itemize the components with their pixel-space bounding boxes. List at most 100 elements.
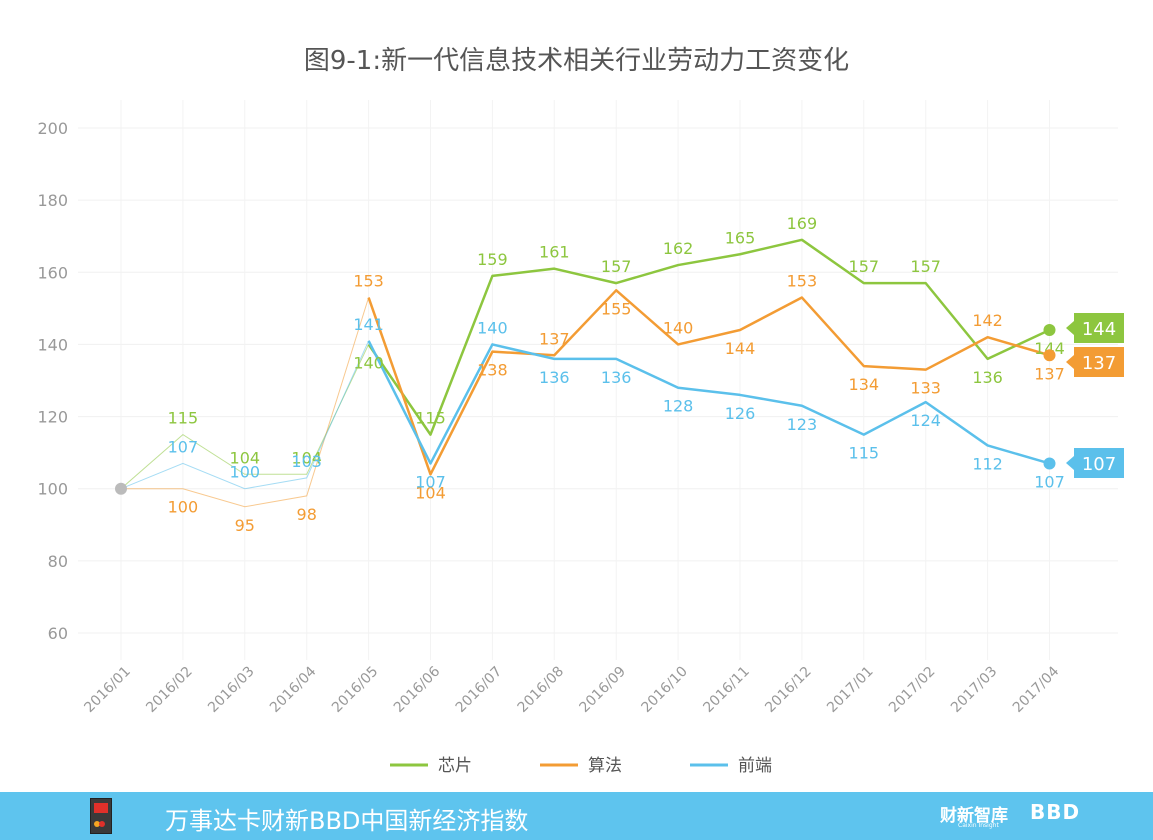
legend-label: 前端 bbox=[738, 756, 772, 776]
legend-label: 芯片 bbox=[438, 756, 472, 776]
data-label: 107 bbox=[415, 472, 446, 491]
x-tick-label: 2017/02 bbox=[886, 664, 938, 716]
nei-logo-icon bbox=[90, 798, 112, 834]
series-lines bbox=[120, 238, 1051, 508]
series-line-2 bbox=[367, 340, 1050, 465]
footer-bar: 万事达卡财新BBD中国新经济指数 财新智库 Caixin Insight BBD bbox=[0, 792, 1153, 840]
end-label-box bbox=[1066, 347, 1124, 377]
x-tick-label: 2016/01 bbox=[81, 664, 133, 716]
data-label: 100 bbox=[230, 463, 261, 482]
data-label: 165 bbox=[725, 228, 756, 247]
data-label: 98 bbox=[297, 505, 317, 524]
y-tick-label: 100 bbox=[37, 480, 68, 499]
data-label: 115 bbox=[168, 409, 199, 428]
data-label: 162 bbox=[663, 239, 694, 258]
x-tick-label: 2016/08 bbox=[515, 664, 567, 716]
data-label: 128 bbox=[663, 397, 694, 416]
data-label: 133 bbox=[910, 379, 941, 398]
x-tick-label: 2016/06 bbox=[391, 663, 444, 716]
data-label: 107 bbox=[168, 437, 199, 456]
y-tick-label: 180 bbox=[37, 191, 68, 210]
x-tick-label: 2016/05 bbox=[329, 664, 381, 716]
data-label: 157 bbox=[601, 257, 632, 276]
data-label: 107 bbox=[1034, 472, 1065, 491]
data-label: 124 bbox=[910, 411, 941, 430]
end-value-label: 107 bbox=[1082, 454, 1116, 475]
data-label: 169 bbox=[787, 214, 818, 233]
caixin-insight-subtitle: Caixin Insight bbox=[958, 822, 999, 829]
series-line-1 bbox=[367, 289, 1050, 476]
x-tick-label: 2016/10 bbox=[638, 664, 690, 716]
data-label: 155 bbox=[601, 299, 632, 318]
data-label: 136 bbox=[972, 368, 1003, 387]
y-tick-label: 200 bbox=[37, 119, 68, 138]
data-label: 100 bbox=[168, 498, 199, 517]
data-label: 136 bbox=[601, 368, 632, 387]
y-axis: 60 80 100 120 140 160 180 200 bbox=[37, 119, 68, 643]
data-label: 153 bbox=[787, 272, 818, 291]
data-label: 112 bbox=[972, 454, 1003, 473]
x-tick-label: 2016/11 bbox=[700, 664, 752, 716]
end-value-label: 144 bbox=[1082, 319, 1116, 340]
y-tick-label: 120 bbox=[37, 408, 68, 427]
data-label: 104 bbox=[415, 483, 446, 502]
data-label: 115 bbox=[415, 409, 446, 428]
end-value-label: 137 bbox=[1082, 353, 1116, 374]
data-label: 144 bbox=[725, 339, 756, 358]
series-line-thin-1 bbox=[121, 297, 370, 508]
data-label: 95 bbox=[235, 516, 255, 535]
x-tick-label: 2016/07 bbox=[453, 664, 505, 716]
end-label-box bbox=[1066, 448, 1124, 478]
data-label: 153 bbox=[353, 272, 384, 291]
data-label: 136 bbox=[539, 368, 570, 387]
x-tick-label: 2016/03 bbox=[205, 664, 257, 716]
x-tick-label: 2016/02 bbox=[143, 664, 195, 716]
data-labels: 115 104 104 140 115 159 161 157 162 165 169 157 157 1… bbox=[168, 214, 1065, 535]
end-label-box bbox=[1066, 313, 1124, 343]
data-label: 134 bbox=[849, 375, 880, 394]
y-tick-label: 80 bbox=[48, 552, 68, 571]
x-tick-label: 2017/03 bbox=[948, 664, 1000, 716]
data-label: 159 bbox=[477, 250, 508, 269]
y-tick-label: 160 bbox=[37, 263, 68, 282]
data-label: 137 bbox=[1034, 364, 1065, 383]
end-labels: 144 137 107 bbox=[115, 313, 1124, 495]
data-label: 103 bbox=[291, 452, 322, 471]
caixin-insight-logo: 财新智库 bbox=[940, 806, 1008, 826]
x-axis: 2016/01 2016/02 2016/03 2016/04 2016/05 2016/… bbox=[81, 663, 1062, 716]
x-tick-label: 2017/04 bbox=[1010, 663, 1063, 716]
x-tick-label: 2016/09 bbox=[577, 664, 629, 716]
data-label: 157 bbox=[849, 257, 880, 276]
data-label: 123 bbox=[787, 415, 818, 434]
data-label: 137 bbox=[539, 329, 570, 348]
data-label: 140 bbox=[353, 353, 384, 372]
data-label: 161 bbox=[539, 243, 570, 262]
data-label: 126 bbox=[725, 404, 756, 423]
data-label: 104 bbox=[230, 448, 261, 467]
grid bbox=[78, 100, 1118, 660]
bbd-logo: BBD bbox=[1030, 800, 1081, 824]
start-point-marker bbox=[115, 482, 127, 495]
legend: 芯片 算法 前端 bbox=[390, 756, 772, 776]
data-label: 115 bbox=[849, 444, 880, 463]
data-label: 142 bbox=[972, 311, 1003, 330]
y-tick-label: 140 bbox=[37, 335, 68, 354]
chart-title: 图9-1:新一代信息技术相关行业劳动力工资变化 bbox=[303, 46, 850, 76]
data-label: 140 bbox=[663, 318, 694, 337]
legend-label: 算法 bbox=[588, 756, 622, 776]
x-tick-label: 2016/12 bbox=[762, 664, 814, 716]
end-point-marker bbox=[1043, 457, 1056, 470]
data-label: 141 bbox=[353, 315, 384, 334]
data-label: 138 bbox=[477, 361, 508, 380]
series-line-thin-2 bbox=[120, 340, 370, 490]
x-tick-label: 2017/01 bbox=[824, 664, 876, 716]
data-label: 104 bbox=[291, 448, 322, 467]
y-tick-label: 60 bbox=[48, 624, 68, 643]
data-label: 144 bbox=[1034, 339, 1065, 358]
end-point-marker bbox=[1043, 324, 1056, 336]
x-tick-label: 2016/04 bbox=[267, 663, 320, 716]
data-label: 140 bbox=[477, 318, 508, 337]
data-label: 157 bbox=[910, 257, 941, 276]
series-line-0 bbox=[367, 238, 1051, 436]
